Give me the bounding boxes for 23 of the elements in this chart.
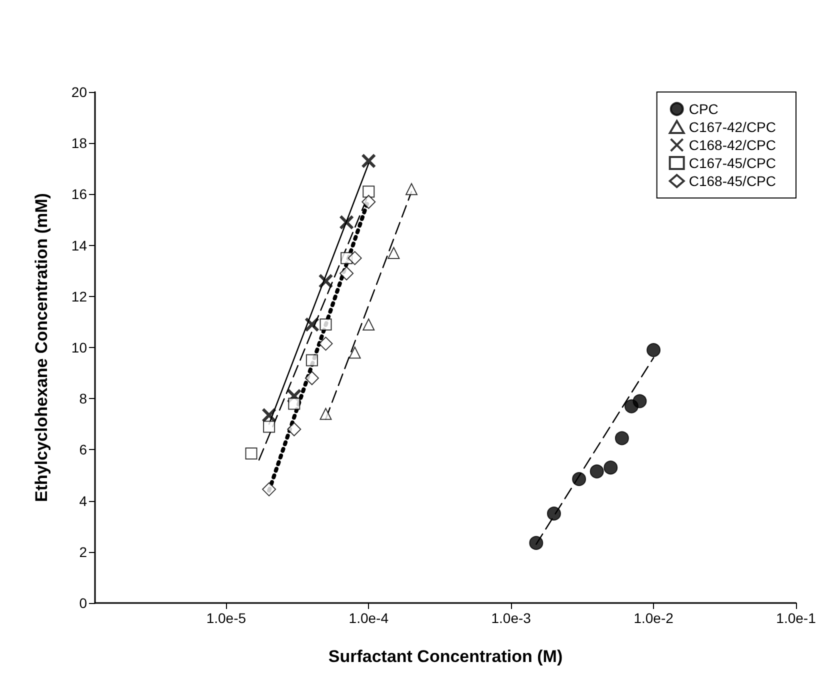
x-tick-label: 1.0e-2: [634, 610, 674, 626]
y-tick-label: 20: [71, 84, 88, 100]
legend-label: C168-42/CPC: [688, 137, 776, 153]
y-tick-label: 4: [79, 492, 88, 509]
y-tick-label: 10: [71, 340, 88, 356]
y-axis-title: Ethylcyclohexane Concentration (mM): [32, 193, 51, 502]
y-tick-label: 8: [79, 390, 88, 407]
legend-label: C167-42/CPC: [688, 119, 776, 135]
x-tick-label: 1.0e-4: [348, 610, 389, 626]
y-tick-label: 14: [71, 237, 88, 254]
y-tick-label: 18: [71, 135, 88, 152]
y-tick-label: 2: [79, 544, 88, 560]
legend-label: C168-45/CPC: [688, 173, 776, 189]
y-tick-label: 16: [71, 186, 88, 202]
y-tick-label: 6: [79, 442, 88, 458]
y-tick-label: 12: [71, 288, 88, 304]
legend-label: CPC: [688, 101, 718, 117]
x-tick-label: 1.0e-3: [491, 610, 532, 626]
y-tick-label: 0: [79, 595, 88, 611]
x-tick-label: 1.0e-5: [206, 610, 246, 626]
legend-label: C167-45/CPC: [688, 155, 776, 171]
x-axis-title: Surfactant Concentration (M): [328, 647, 563, 666]
x-tick-label: 1.0e-1: [776, 610, 816, 626]
